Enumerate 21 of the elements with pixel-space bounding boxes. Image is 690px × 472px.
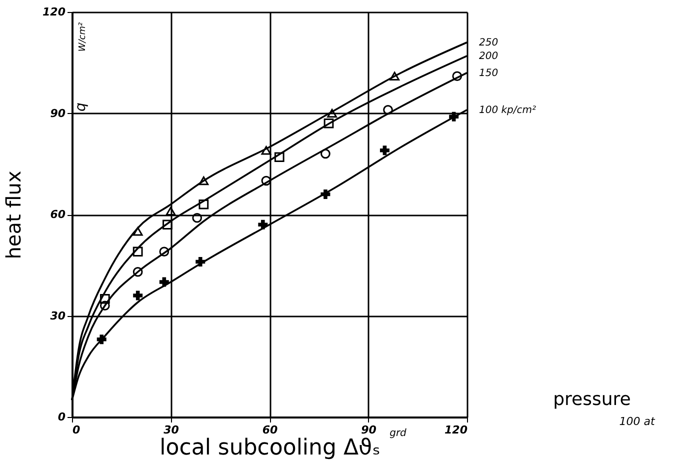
annotation: W/cm² [78, 22, 88, 52]
text: 100 at [619, 415, 656, 428]
text: grd [390, 428, 408, 439]
annotation: q [73, 102, 89, 112]
x-tick-label: 30 [164, 424, 180, 436]
y-axis-title: heat flux [2, 170, 26, 260]
y-tick-label: 120 [42, 6, 66, 18]
series-label: 150 [479, 68, 498, 79]
y-tick-label: 30 [50, 309, 66, 322]
text: pressure [553, 389, 631, 410]
y-tick-label: 60 [50, 208, 66, 221]
y-tick-label: 90 [50, 106, 66, 120]
x-tick-label: 120 [444, 424, 468, 436]
x-tick-label: 60 [262, 424, 278, 436]
x-tick-label: 90 [361, 424, 377, 436]
series-label: 200 [479, 50, 498, 62]
y-tick-label: 0 [58, 410, 66, 424]
series-label: 250 [479, 37, 498, 48]
series-label: 100 kp/cm² [479, 104, 536, 116]
x-axis-title: local subcooling Δϑₛ [160, 436, 380, 460]
x-tick-label: 0 [72, 424, 80, 436]
